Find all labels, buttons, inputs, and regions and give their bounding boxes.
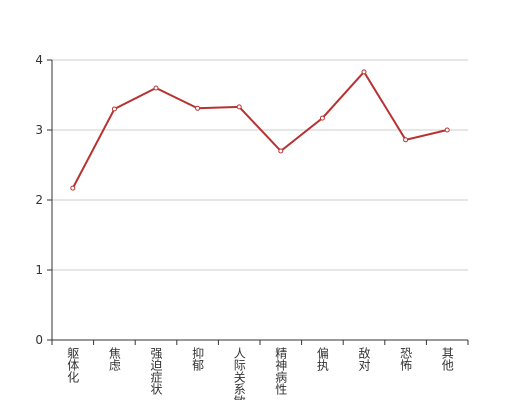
y-tick-label: 4 bbox=[35, 53, 43, 67]
x-tick-label: 其他 bbox=[440, 347, 454, 371]
x-tick-label: 躯体化 bbox=[66, 346, 80, 384]
y-tick-label: 0 bbox=[35, 333, 43, 347]
point bbox=[403, 137, 409, 143]
point bbox=[70, 185, 76, 191]
point bbox=[111, 106, 117, 112]
x-tick-label: 敌对 bbox=[357, 346, 371, 371]
x-tick-label: 强迫症状 bbox=[149, 347, 163, 395]
point bbox=[278, 148, 284, 154]
point bbox=[319, 115, 325, 121]
x-tick-label: 偏执 bbox=[315, 346, 329, 372]
point bbox=[361, 69, 367, 75]
y-tick-label: 2 bbox=[35, 193, 43, 207]
point bbox=[236, 104, 242, 110]
point bbox=[444, 127, 450, 133]
line bbox=[71, 70, 448, 189]
y-tick-label: 1 bbox=[35, 263, 43, 277]
y-tick-label: 3 bbox=[35, 123, 43, 137]
point bbox=[195, 105, 201, 111]
x-tick-label: 恐怖 bbox=[399, 347, 413, 371]
x-tick-label: 抑郁 bbox=[191, 346, 205, 372]
point bbox=[153, 85, 159, 91]
x-tick-label: 精神病性 bbox=[274, 347, 288, 396]
x-tick-label: 人际关系敏感 bbox=[232, 347, 246, 400]
x-tick-label: 焦虑 bbox=[107, 347, 121, 371]
